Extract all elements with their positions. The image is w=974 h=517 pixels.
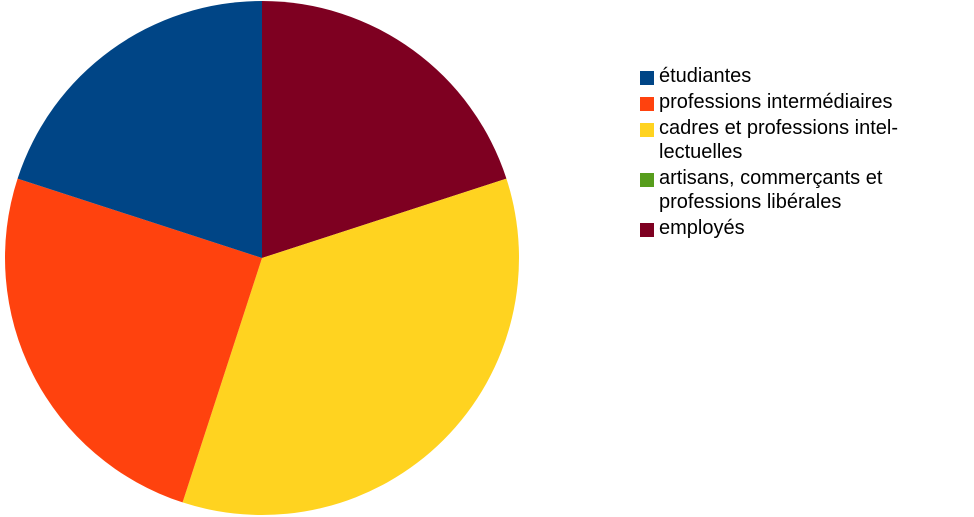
legend-label-professions-intermediaires: professions intermédiaires: [659, 91, 893, 113]
pie-slice-cadres-et-professions-intellectuelles: [182, 178, 519, 515]
legend-item-employes: employés: [640, 216, 970, 240]
legend-label-etudiantes: étudiantes: [659, 65, 752, 87]
legend-item-cadres: cadres et professions intel-lectuelles: [640, 116, 970, 164]
legend-swatch-artisans: [640, 173, 654, 187]
chart-legend: étudiantes professions intermédiaires ca…: [640, 64, 970, 242]
legend-item-professions-intermediaires: professions intermédiaires: [640, 90, 970, 114]
pie-slice-etudiantes: [17, 1, 262, 258]
legend-swatch-employes: [640, 223, 654, 237]
legend-swatch-etudiantes: [640, 71, 654, 85]
pie-slices: [5, 1, 519, 515]
legend-item-artisans: artisans, commerçants et professions lib…: [640, 166, 970, 214]
legend-swatch-professions-intermediaires: [640, 97, 654, 111]
pie-slice-professions-intermediaires: [5, 178, 262, 503]
legend-label-artisans: artisans, commerçants et professions lib…: [659, 167, 883, 213]
legend-label-employes: employés: [659, 217, 745, 239]
legend-label-cadres: cadres et professions intel-lectuelles: [659, 117, 899, 163]
legend-item-etudiantes: étudiantes: [640, 64, 970, 88]
pie-slice-employes: [262, 1, 507, 258]
legend-swatch-cadres: [640, 123, 654, 137]
